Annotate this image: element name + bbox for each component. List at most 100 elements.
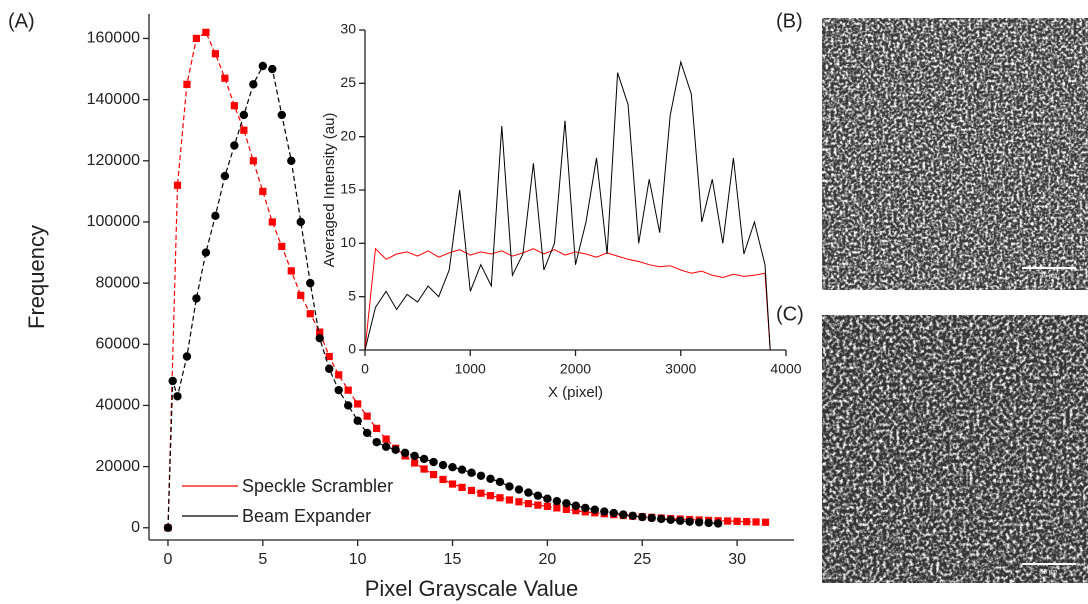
panel-label: (B)	[776, 10, 803, 32]
y-tick-label: 15	[340, 181, 356, 197]
series-line	[167, 65, 719, 528]
y-axis-title: Averaged Intensity (au)	[321, 113, 338, 268]
marker	[742, 518, 751, 526]
legend-label: Speckle Scrambler	[242, 476, 393, 496]
marker	[476, 471, 486, 480]
y-tick-label: 0	[348, 341, 356, 357]
marker	[173, 181, 182, 189]
marker	[410, 459, 419, 467]
x-tick-label: 0	[164, 551, 173, 568]
marker	[382, 435, 390, 443]
x-tick-label: 25	[633, 551, 651, 568]
marker	[477, 489, 485, 497]
panel-label: (C)	[776, 303, 804, 325]
marker	[543, 502, 551, 510]
micrograph-texture	[822, 18, 1088, 290]
marker	[192, 34, 201, 43]
marker	[220, 171, 230, 181]
marker	[704, 518, 713, 528]
marker	[619, 510, 628, 519]
scale-bar-label: 15 µm	[1041, 570, 1058, 576]
marker	[553, 504, 561, 512]
marker	[296, 217, 305, 227]
marker	[429, 470, 438, 479]
marker	[277, 110, 286, 120]
y-tick-label: 20	[340, 127, 356, 143]
marker	[335, 371, 343, 379]
marker	[249, 80, 258, 89]
marker	[230, 102, 238, 110]
marker	[638, 512, 647, 522]
marker	[192, 294, 201, 303]
marker	[211, 50, 219, 58]
marker	[230, 141, 239, 150]
marker	[448, 480, 457, 488]
series-line	[364, 247, 771, 351]
y-tick-label: 100000	[87, 213, 140, 230]
y-tick-label: 120000	[87, 152, 140, 169]
marker	[486, 492, 495, 500]
x-tick-label: 3000	[665, 361, 696, 377]
marker	[325, 364, 334, 373]
marker	[420, 465, 428, 473]
marker	[268, 218, 276, 226]
marker	[362, 428, 372, 438]
marker	[240, 126, 248, 134]
marker	[259, 187, 267, 195]
marker	[457, 465, 467, 474]
micrograph-c: 15 µm	[822, 315, 1088, 583]
marker	[571, 501, 581, 510]
marker	[752, 518, 760, 526]
marker	[372, 437, 381, 447]
marker	[211, 211, 220, 221]
marker	[486, 474, 495, 484]
panel-label: (A)	[8, 10, 35, 32]
marker	[675, 516, 685, 525]
marker	[258, 61, 268, 71]
marker	[353, 416, 362, 425]
marker	[287, 156, 296, 165]
marker	[600, 507, 609, 516]
marker	[419, 454, 429, 464]
marker	[515, 498, 523, 506]
marker	[590, 505, 600, 514]
marker	[239, 110, 249, 120]
marker	[572, 507, 580, 515]
x-tick-label: 0	[361, 361, 369, 377]
marker	[448, 463, 457, 472]
marker	[221, 74, 229, 82]
marker	[496, 494, 504, 502]
marker	[534, 501, 542, 509]
marker	[182, 352, 192, 361]
marker	[733, 517, 741, 525]
x-tick-label: 20	[538, 551, 556, 568]
marker	[400, 448, 410, 458]
marker	[685, 517, 694, 526]
y-tick-label: 0	[131, 519, 140, 536]
micrograph-b: 15 µm	[822, 18, 1088, 290]
marker	[552, 496, 562, 506]
marker	[467, 486, 476, 495]
marker	[524, 500, 533, 508]
marker	[315, 333, 324, 343]
y-tick-label: 140000	[87, 91, 140, 108]
marker	[163, 523, 173, 532]
series-line	[364, 60, 771, 351]
marker	[628, 511, 637, 521]
marker	[713, 519, 723, 528]
marker	[458, 483, 466, 491]
marker	[761, 518, 770, 526]
y-axis-title: Frequency	[24, 225, 49, 329]
marker	[666, 515, 675, 525]
marker	[344, 386, 352, 394]
marker	[354, 400, 362, 408]
micrograph-texture	[822, 315, 1088, 583]
marker	[325, 352, 333, 361]
marker	[334, 385, 343, 395]
marker	[268, 64, 277, 74]
x-axis-title: X (pixel)	[548, 384, 603, 401]
y-tick-label: 5	[348, 287, 356, 303]
marker	[316, 328, 324, 336]
y-tick-label: 25	[340, 74, 356, 90]
